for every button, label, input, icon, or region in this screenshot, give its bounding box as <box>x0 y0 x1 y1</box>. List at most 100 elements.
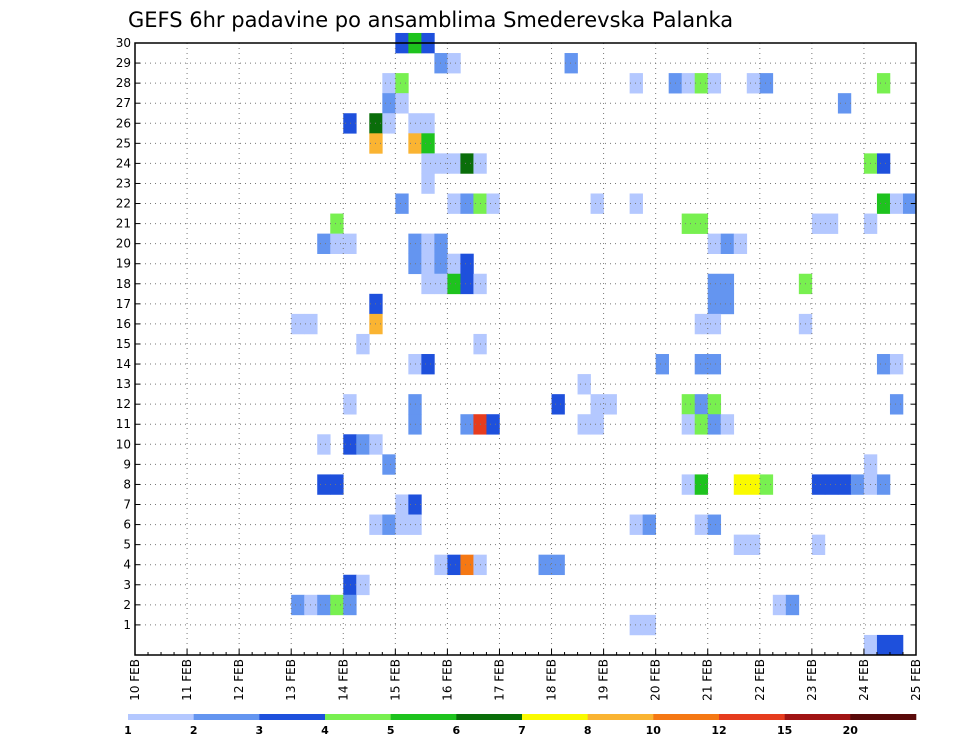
y-tick-label: 21 <box>116 217 131 231</box>
colorbar-label: 7 <box>518 724 526 737</box>
heatmap-cell <box>330 594 344 616</box>
y-tick-label: 6 <box>123 518 131 532</box>
heatmap-cell <box>291 594 305 616</box>
heatmap-cell <box>343 434 357 455</box>
heatmap-cell <box>707 293 722 315</box>
heatmap-cell <box>590 394 604 415</box>
colorbar-label: 20 <box>843 724 859 737</box>
colorbar-label: 8 <box>584 724 592 737</box>
heatmap-cell <box>460 153 474 174</box>
heatmap-cell <box>590 193 604 214</box>
heatmap-cell <box>746 73 761 94</box>
heatmap-cell <box>642 514 656 535</box>
y-tick-label: 20 <box>116 237 131 251</box>
x-tick-label: 20 FEB <box>649 659 663 701</box>
colorbar-label: 10 <box>646 724 662 737</box>
heatmap-cell <box>694 313 709 335</box>
y-tick-label: 19 <box>116 257 131 271</box>
x-tick-label: 23 FEB <box>805 659 819 701</box>
heatmap-cell <box>356 333 370 355</box>
colorbar-swatch <box>128 714 194 720</box>
y-tick-label: 8 <box>123 477 131 491</box>
heatmap-cell <box>824 474 839 495</box>
y-tick-label: 16 <box>116 317 131 331</box>
colorbar-label: 2 <box>190 724 198 737</box>
heatmap-cell <box>772 594 787 616</box>
x-tick-label: 21 FEB <box>701 659 715 701</box>
heatmap-cell <box>629 614 643 636</box>
heatmap-cell <box>811 474 826 495</box>
heatmap-cell <box>434 253 448 275</box>
y-tick-label: 7 <box>123 498 131 512</box>
heatmap-cell <box>343 574 357 596</box>
colorbar: 1 2 3 4 5 6 7 8 10 12 15 20 <box>124 714 917 737</box>
heatmap-cell <box>707 354 722 375</box>
x-tick-label: 24 FEB <box>857 659 871 701</box>
colorbar-swatch <box>653 714 720 720</box>
y-tick-label: 4 <box>123 558 131 572</box>
heatmap-cell <box>434 233 448 254</box>
x-tick-label: 22 FEB <box>753 659 767 701</box>
heatmap-cell <box>720 273 735 295</box>
heatmap-cell <box>642 614 656 636</box>
heatmap-cell <box>707 313 722 335</box>
y-tick-label: 23 <box>116 176 131 190</box>
heatmap-cell <box>876 634 891 656</box>
grid-lines <box>135 42 916 655</box>
heatmap-cell <box>421 233 435 254</box>
heatmap-cell <box>876 153 891 174</box>
heatmap-cell <box>382 73 396 94</box>
heatmap-cell <box>460 273 474 295</box>
heatmap-cell <box>785 594 800 616</box>
x-tick-label: 13 FEB <box>284 659 298 701</box>
heatmap-cell <box>317 434 331 455</box>
heatmap-cell <box>707 273 722 295</box>
colorbar-swatch <box>259 714 326 720</box>
heatmap-cell <box>330 474 344 495</box>
y-tick-label: 1 <box>123 618 131 632</box>
heatmap-cell <box>694 474 709 495</box>
colorbar-label: 15 <box>777 724 792 737</box>
heatmap-cell <box>486 414 500 435</box>
heatmap-cell <box>382 514 396 535</box>
heatmap-cell <box>343 594 357 616</box>
heatmap-cell <box>681 394 696 415</box>
heatmap-cell <box>330 233 344 254</box>
heatmap-cells <box>291 32 917 656</box>
x-tick-label: 11 FEB <box>180 659 194 701</box>
y-tick-label: 28 <box>116 76 131 90</box>
heatmap-cell <box>460 253 474 275</box>
chart-title: GEFS 6hr padavine po ansamblima Smederev… <box>128 8 733 32</box>
heatmap-cell <box>694 414 709 435</box>
colorbar-label: 5 <box>387 724 395 737</box>
heatmap-cell <box>902 193 917 214</box>
y-tick-label: 26 <box>116 116 131 130</box>
x-tick-label: 25 FEB <box>909 659 923 701</box>
heatmap-cell <box>343 394 357 415</box>
heatmap-cell <box>876 354 891 375</box>
heatmap-cell <box>343 113 357 134</box>
x-tick-label: 17 FEB <box>493 659 507 701</box>
colorbar-swatch <box>456 714 523 720</box>
y-tick-label: 22 <box>116 197 131 211</box>
x-tick-label: 18 FEB <box>545 659 559 701</box>
colorbar-swatch <box>390 714 457 720</box>
y-tick-label: 11 <box>116 417 131 431</box>
heatmap-cell <box>382 454 396 475</box>
heatmap-cell <box>460 414 474 435</box>
heatmap-cell <box>889 634 904 656</box>
heatmap-cell <box>317 594 331 616</box>
heatmap-cell <box>837 474 852 495</box>
heatmap-cell <box>577 374 591 395</box>
heatmap-cell <box>759 73 774 94</box>
y-tick-label: 24 <box>116 156 131 170</box>
heatmap-cell <box>746 474 761 495</box>
x-tick-label: 15 FEB <box>388 659 402 701</box>
y-tick-label: 17 <box>116 297 131 311</box>
heatmap-cell <box>876 73 891 94</box>
heatmap-cell <box>330 213 344 234</box>
heatmap-cell <box>720 293 735 315</box>
x-tick-label: 14 FEB <box>336 659 350 701</box>
y-tick-label: 30 <box>116 36 131 50</box>
